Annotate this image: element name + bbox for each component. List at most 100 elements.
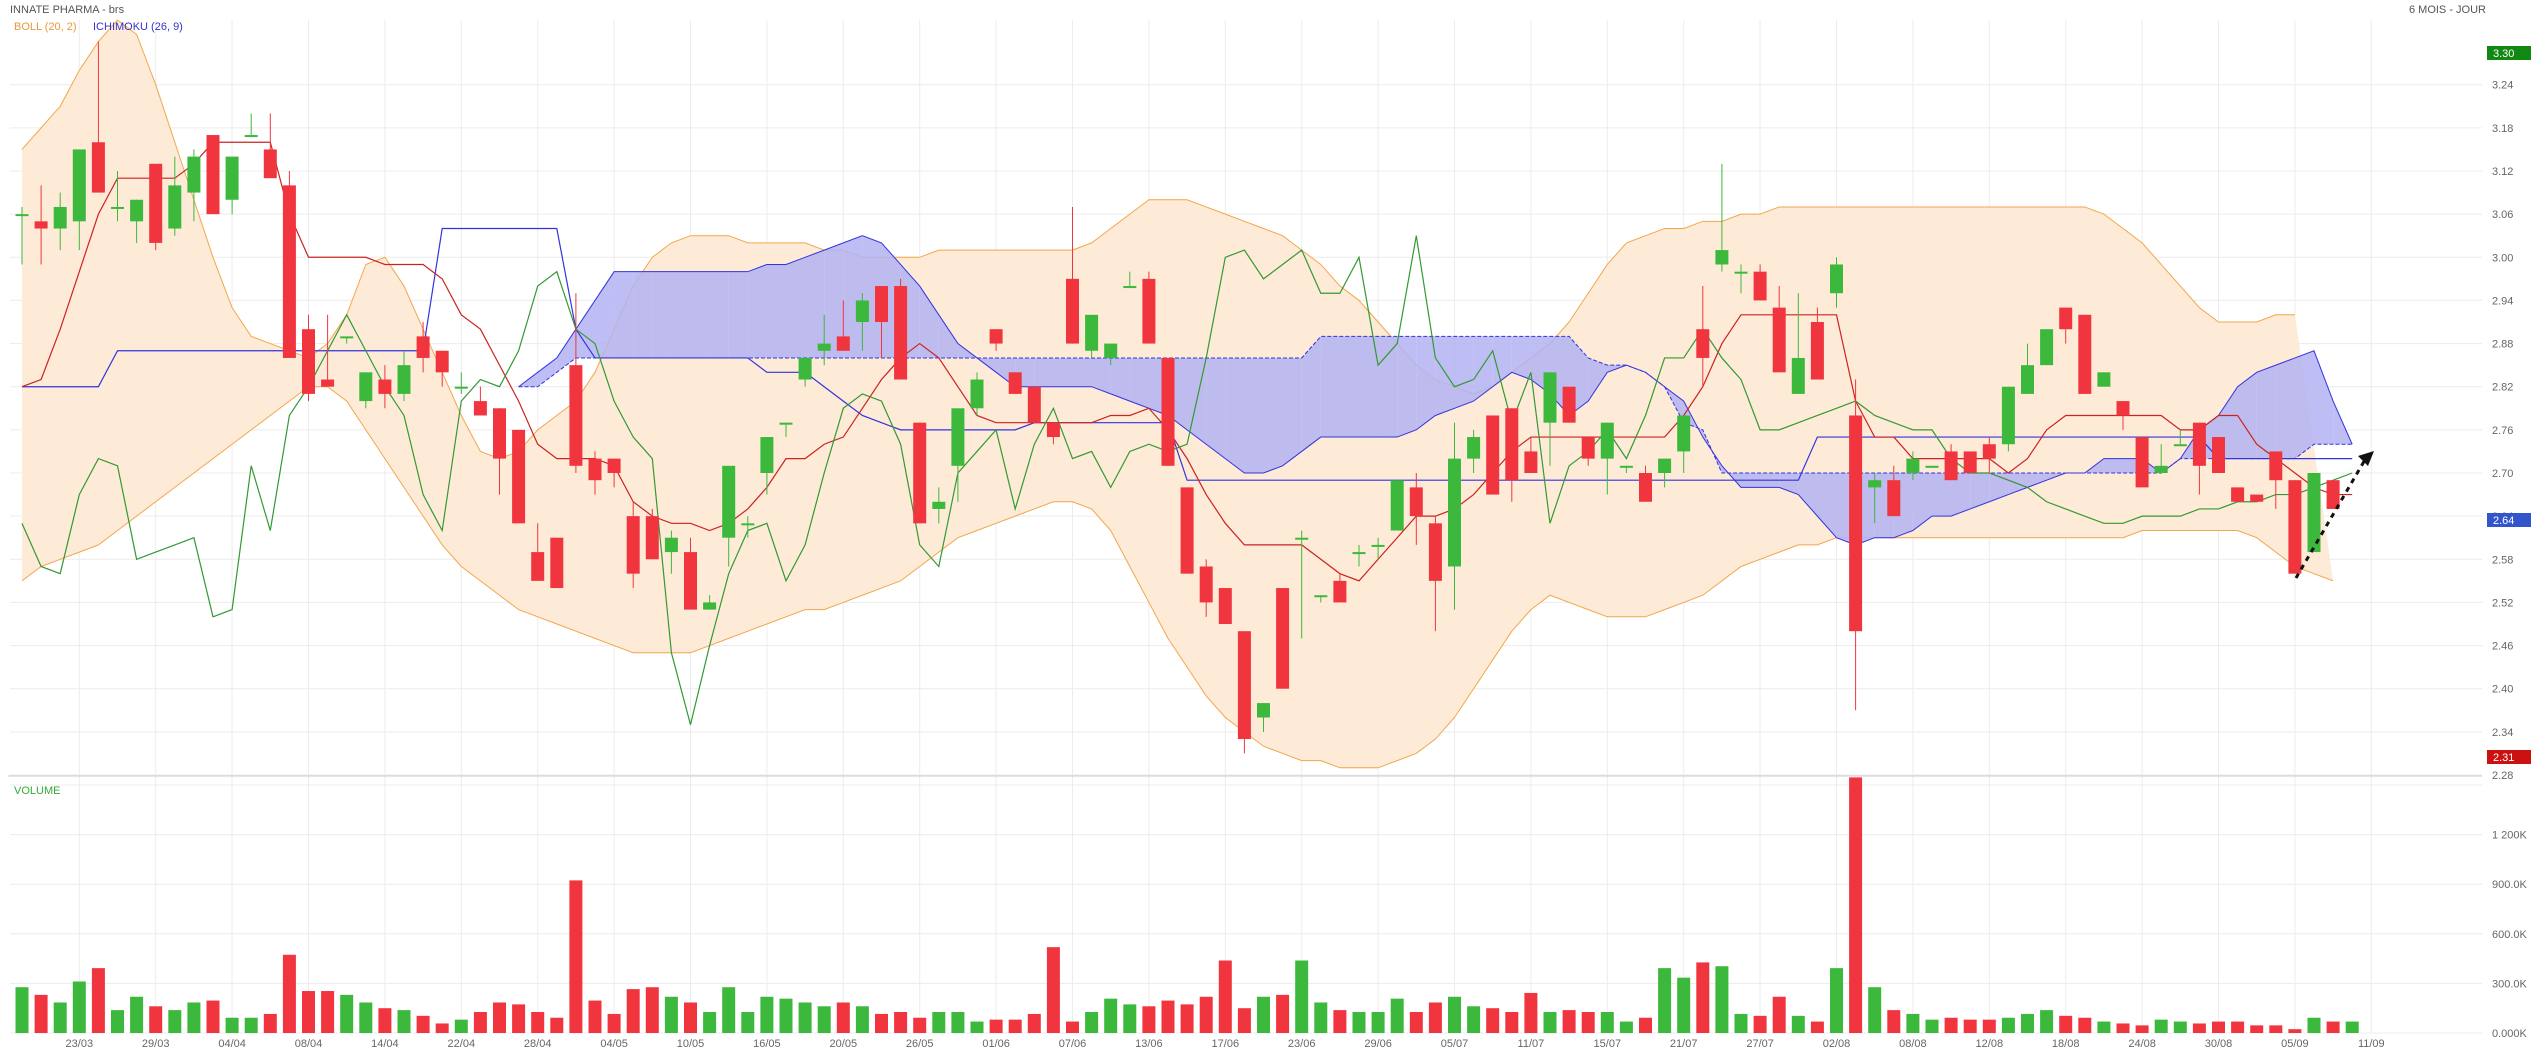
legend-ichimoku[interactable]: ICHIMOKU (26, 9)	[93, 21, 183, 33]
candle	[1772, 286, 1786, 373]
candle-body	[2231, 487, 2245, 502]
candle	[1066, 206, 1079, 344]
volume-bar	[1448, 996, 1461, 1033]
badge-high-value: 3.30	[2493, 48, 2514, 60]
volume-bar	[1218, 960, 1232, 1033]
badge-high: 3.30	[2487, 46, 2531, 60]
candle	[1314, 595, 1328, 603]
volume-bar	[1715, 966, 1729, 1033]
candle-body	[550, 537, 564, 589]
candle	[416, 322, 430, 373]
kumo-segment	[652, 271, 672, 358]
candle-body	[1772, 307, 1786, 373]
candle-body	[855, 300, 869, 322]
volume-bar	[1581, 1012, 1595, 1033]
candle	[1505, 408, 1519, 502]
volume-bar	[1352, 1012, 1366, 1033]
x-tick-label: 01/06	[982, 1038, 1010, 1050]
candle-body	[1199, 566, 1213, 603]
kumo-segment	[1301, 336, 1321, 452]
candle-body	[2021, 365, 2034, 394]
candle-body	[989, 329, 1003, 344]
candle	[779, 422, 793, 438]
candle-body	[91, 142, 105, 193]
volume-bar	[2345, 1021, 2359, 1033]
candle-body	[1046, 422, 1060, 438]
volume-bar	[1085, 1012, 1099, 1033]
volume-bar	[798, 1002, 812, 1033]
volume-bar	[626, 989, 640, 1033]
x-tick-label: 07/06	[1059, 1038, 1087, 1050]
kumo-segment	[671, 271, 691, 358]
volume-bar	[1371, 1012, 1385, 1033]
volume-bar	[1600, 1012, 1614, 1033]
legend-volume[interactable]: VOLUME	[14, 785, 60, 797]
candle-body	[2250, 494, 2264, 502]
kumo-segment	[1359, 336, 1379, 438]
candle	[2154, 444, 2168, 473]
candle-body	[359, 372, 373, 402]
candle	[1352, 544, 1366, 567]
x-tick-label: 28/04	[524, 1038, 552, 1050]
y-tick-label: 3.00	[2492, 252, 2513, 264]
volume-bar	[760, 996, 774, 1033]
candle	[1142, 271, 1156, 344]
candle-body	[664, 537, 678, 553]
candle-body	[2192, 422, 2206, 466]
candle	[187, 149, 201, 222]
volume-bar	[397, 1010, 411, 1033]
volume-bar	[1027, 1013, 1041, 1033]
volume-bar	[187, 1002, 201, 1033]
candle	[282, 171, 296, 358]
arrow-head-icon	[2358, 451, 2374, 466]
volume-bar	[1161, 1000, 1175, 1033]
candle-body	[836, 336, 850, 351]
volume-bar	[645, 987, 659, 1033]
candle	[1237, 631, 1251, 754]
chart-title: INNATE PHARMA - brs	[10, 4, 125, 16]
kumo-segment	[614, 271, 634, 358]
candle	[2192, 422, 2206, 495]
candle	[836, 300, 850, 351]
kumo-segment	[2237, 372, 2257, 459]
volume-bar	[607, 1013, 621, 1033]
candle-body	[416, 336, 430, 358]
candle	[1276, 588, 1290, 689]
candle	[493, 408, 506, 495]
candle	[684, 537, 697, 610]
candle-body	[1142, 278, 1156, 344]
period-label[interactable]: 6 MOIS - JOUR	[2409, 4, 2486, 16]
volume-bar	[741, 1012, 755, 1033]
x-tick-label: 15/07	[1594, 1038, 1622, 1050]
candle-body	[1581, 437, 1595, 459]
candle-body	[1524, 451, 1538, 473]
candle-body	[684, 552, 697, 610]
candle-body	[206, 135, 220, 215]
volume-bar	[588, 1000, 602, 1033]
candle-body	[111, 206, 124, 209]
volume-bar	[244, 1017, 258, 1033]
candle-body	[1505, 408, 1519, 481]
candle-body	[1849, 415, 1863, 632]
volume-bar	[1734, 1013, 1748, 1033]
candle	[244, 113, 258, 138]
candle-body	[932, 501, 946, 509]
volume-bar	[15, 987, 29, 1033]
volume-bar	[378, 1008, 392, 1033]
candle-body	[1467, 437, 1481, 459]
volume-bar	[1295, 960, 1309, 1033]
legend-boll[interactable]: BOLL (20, 2)	[14, 21, 77, 33]
kijun-line	[22, 227, 2353, 481]
volume-bar	[340, 994, 354, 1033]
volume-bar	[951, 1012, 965, 1033]
volume-bar	[473, 1012, 487, 1033]
kumo-segment	[2314, 350, 2334, 445]
kumo-segment	[1091, 357, 1111, 394]
kumo-segment	[1034, 357, 1054, 387]
candle	[588, 451, 602, 495]
y-tick-label: 2.94	[2492, 295, 2513, 307]
volume-bar	[2192, 1023, 2206, 1033]
candle	[531, 523, 545, 581]
kumo-segment	[1664, 386, 1684, 423]
volume-bars	[15, 777, 2359, 1033]
